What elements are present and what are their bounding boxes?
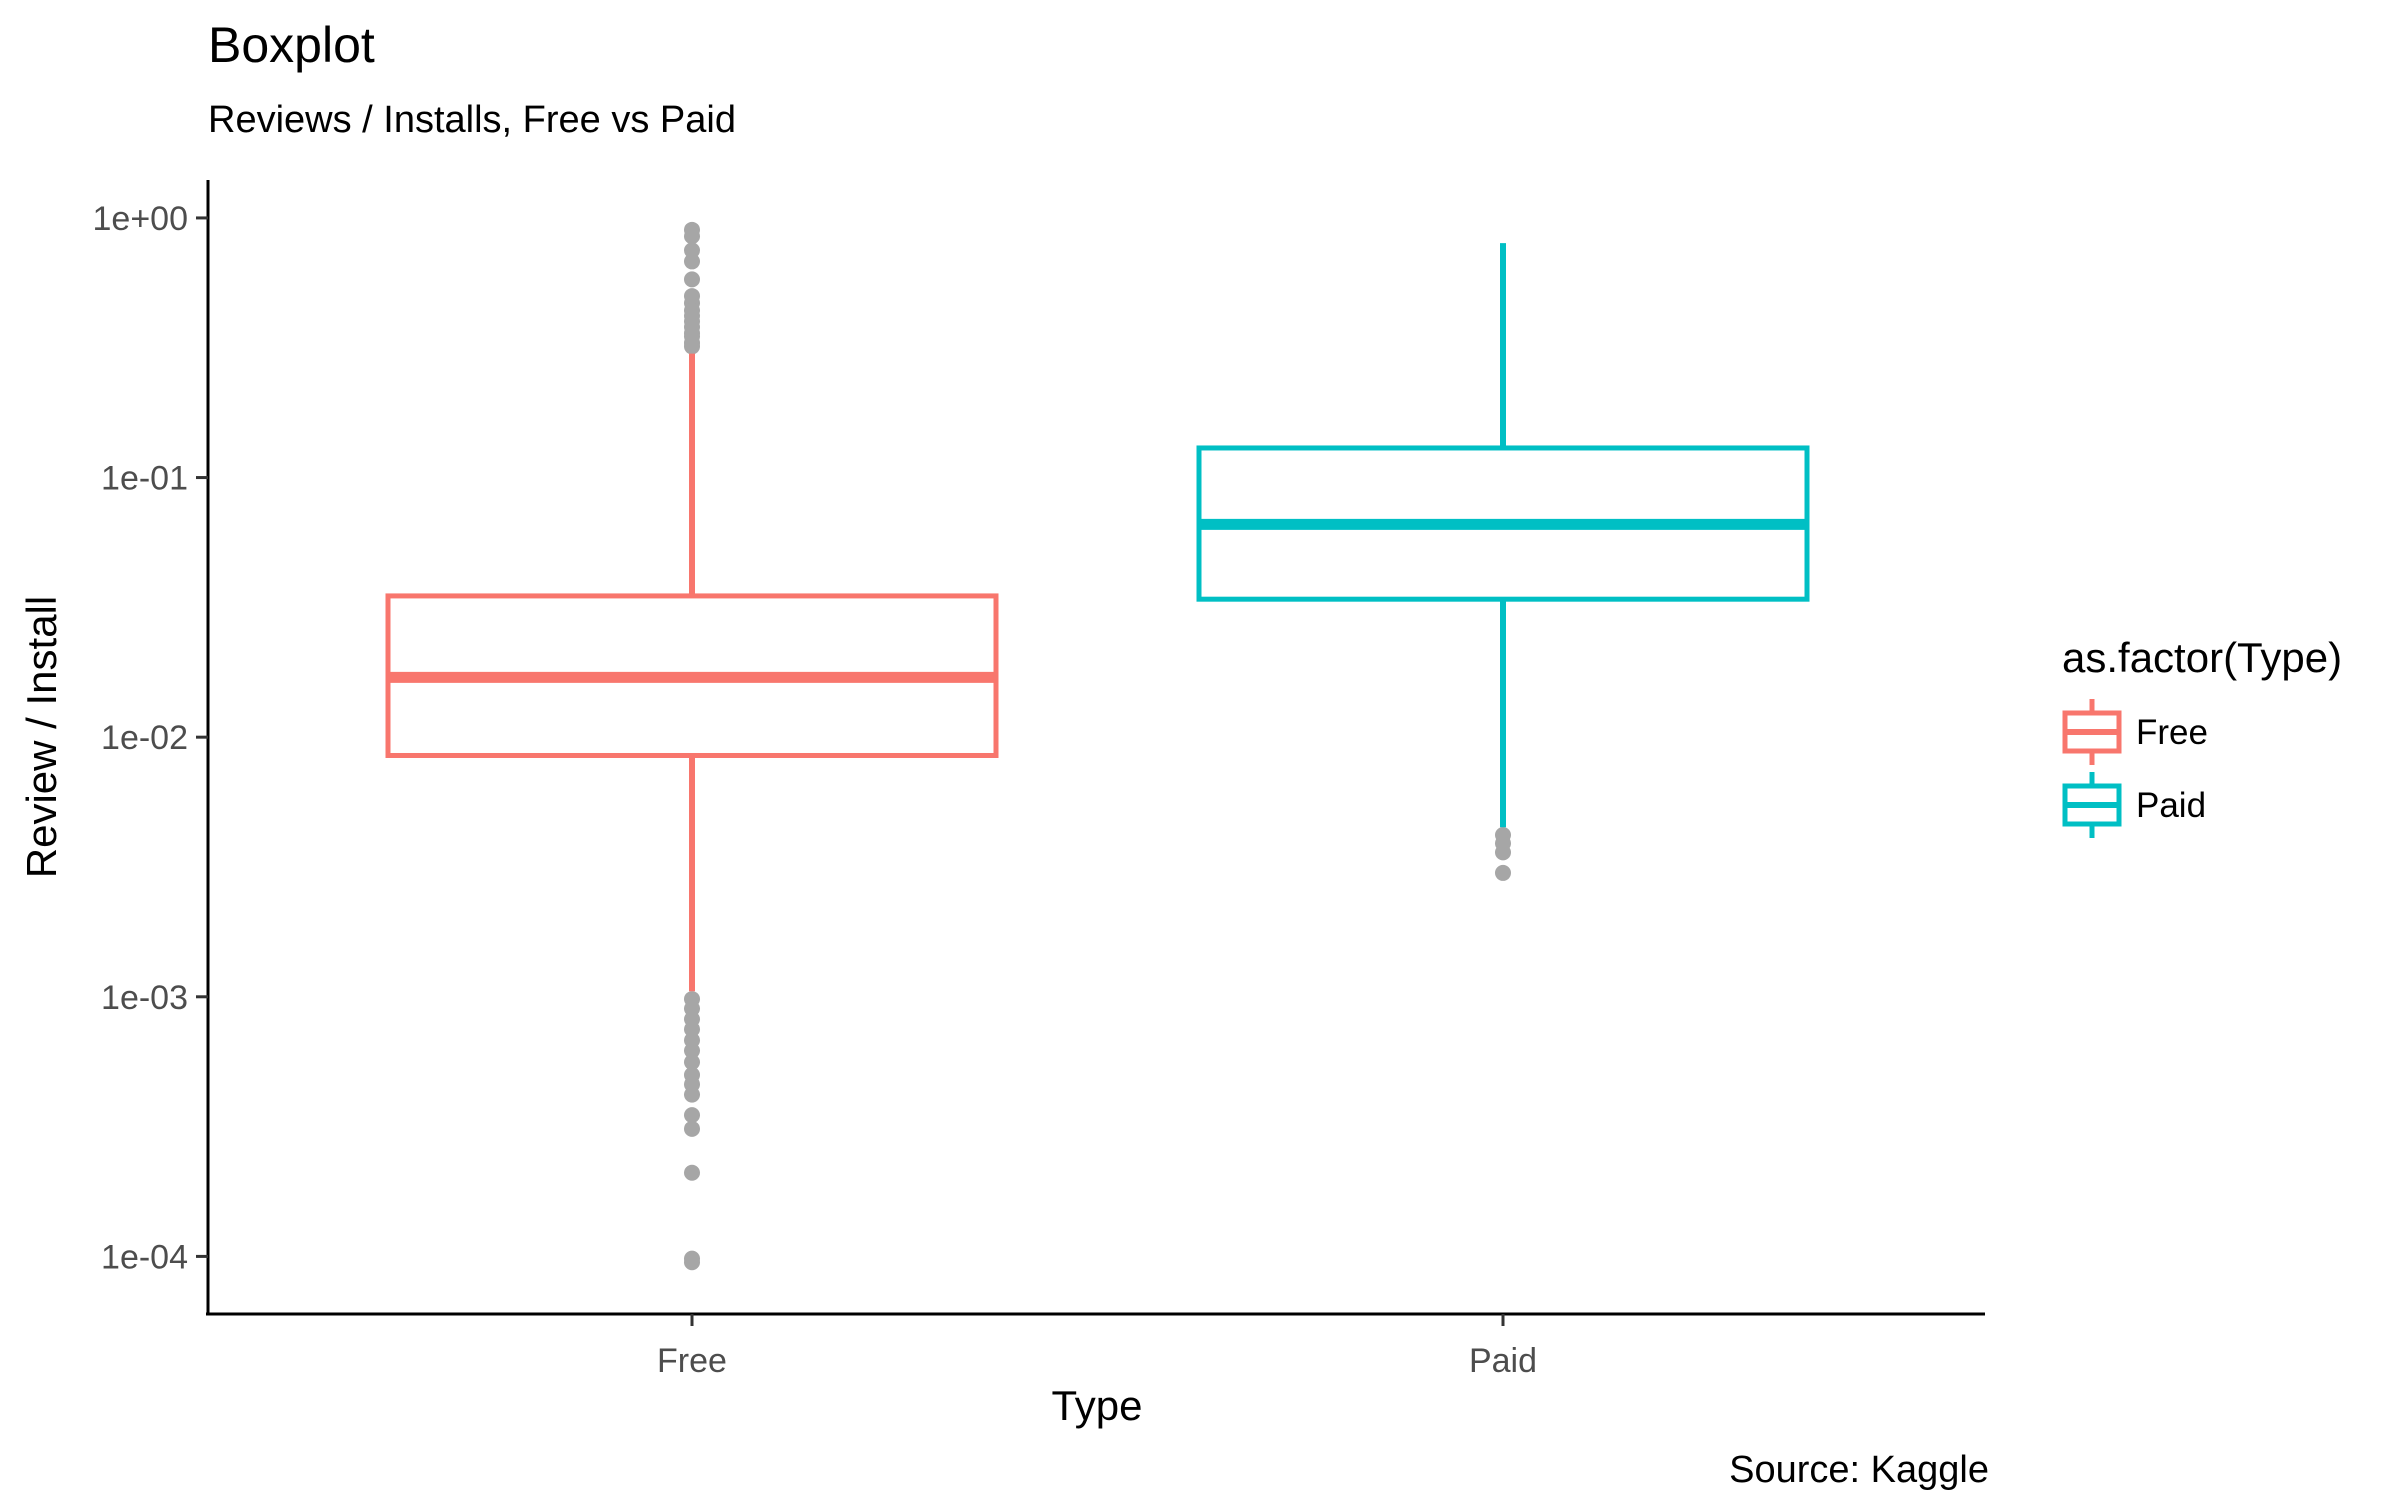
y-axis: 1e+00 1e-01 1e-02 1e-03 1e-04	[93, 180, 210, 1314]
box-paid	[1196, 243, 1810, 881]
outlier-point	[1495, 844, 1511, 861]
x-tick-label: Free	[657, 1342, 727, 1380]
legend-item-free: Free	[2062, 699, 2208, 765]
chart-title: Boxplot	[208, 17, 375, 73]
outlier-point	[684, 338, 700, 355]
y-tick-label: 1e-01	[101, 460, 188, 498]
y-tick-label: 1e-02	[101, 719, 188, 757]
x-axis-title: Type	[1051, 1382, 1142, 1429]
outlier-point	[684, 253, 700, 270]
legend-item-paid: Paid	[2062, 772, 2206, 838]
outlier-point	[684, 228, 700, 245]
y-tick-label: 1e-04	[101, 1238, 188, 1276]
outlier-point	[1495, 864, 1511, 881]
legend-label: Free	[2136, 713, 2208, 752]
outlier-point	[684, 242, 700, 259]
outlier-point	[684, 1086, 700, 1103]
legend: as.factor(Type) Free Paid	[2062, 634, 2342, 838]
outlier-point	[684, 1042, 700, 1059]
outlier-point	[684, 271, 700, 288]
chart-subtitle: Reviews / Installs, Free vs Paid	[208, 99, 736, 141]
outlier-point	[684, 1054, 700, 1071]
x-tick-label: Paid	[1469, 1342, 1537, 1380]
plot-area	[385, 221, 1810, 1271]
y-tick-label: 1e-03	[101, 979, 188, 1017]
outlier-point	[684, 1164, 700, 1181]
y-tick-label: 1e+00	[93, 200, 189, 238]
y-axis-title: Review / Install	[18, 596, 65, 878]
chart-caption: Source: Kaggle	[1729, 1449, 1989, 1491]
outlier-point	[684, 1254, 700, 1271]
outlier-point	[684, 1120, 700, 1137]
legend-label: Paid	[2136, 786, 2206, 825]
box-free	[385, 221, 999, 1271]
legend-title: as.factor(Type)	[2062, 634, 2342, 681]
outlier-point	[684, 1021, 700, 1038]
outlier-point	[684, 1107, 700, 1124]
x-axis: Free Paid	[206, 1312, 1985, 1380]
